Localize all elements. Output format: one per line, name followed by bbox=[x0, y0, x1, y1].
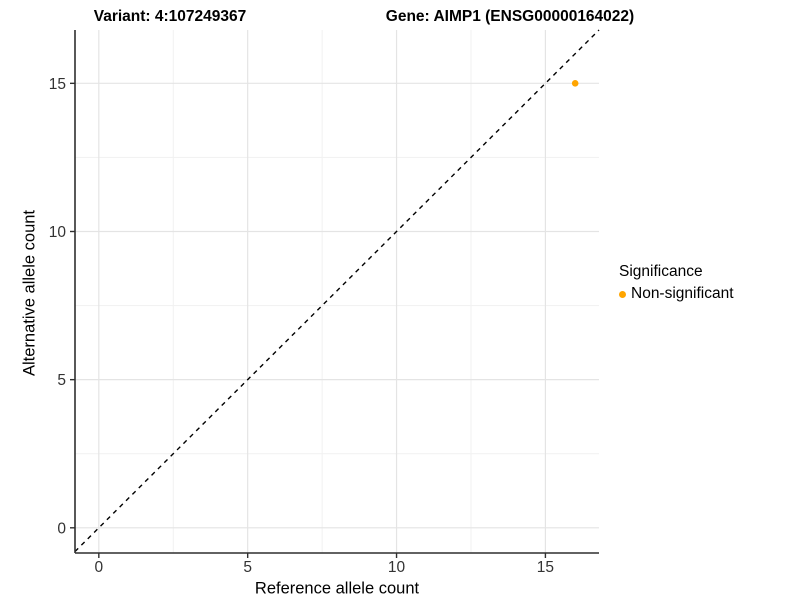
circle-icon bbox=[619, 290, 626, 298]
y-tick-label: 5 bbox=[57, 372, 66, 389]
title-variant: Variant: 4:107249367 bbox=[93, 8, 247, 25]
title-gene: Gene: AIMP1 (ENSG00000164022) bbox=[385, 8, 635, 25]
x-tick-label: 0 bbox=[95, 559, 104, 576]
legend-item: Non-significant bbox=[619, 285, 734, 303]
x-tick-label: 5 bbox=[243, 559, 252, 576]
legend: Significance Non-significant bbox=[619, 263, 734, 303]
y-tick-label: 0 bbox=[57, 520, 66, 537]
y-tick-label: 10 bbox=[49, 224, 67, 241]
y-axis-label: Alternative allele count bbox=[20, 209, 39, 377]
x-tick-label: 10 bbox=[388, 559, 406, 576]
y-tick-label: 15 bbox=[49, 76, 66, 93]
identity-line bbox=[74, 29, 600, 553]
x-axis-label: Reference allele count bbox=[254, 579, 420, 598]
data-point bbox=[571, 80, 579, 87]
x-tick-label: 15 bbox=[537, 559, 554, 576]
legend-item-label: Non-significant bbox=[631, 285, 734, 302]
legend-title: Significance bbox=[619, 263, 703, 280]
